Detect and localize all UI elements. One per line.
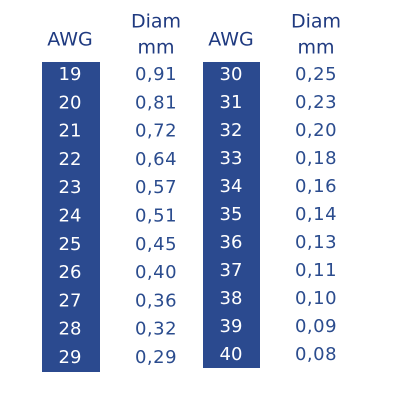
awg-cell: 40 <box>220 344 243 365</box>
awg-cell: 30 <box>220 64 243 85</box>
diam-cell: 0,72 <box>135 121 177 142</box>
diam-cell: 0,23 <box>295 92 337 113</box>
diam-header: Diam <box>131 11 181 33</box>
awg-cell: 20 <box>59 92 82 113</box>
diam-cell: 0,25 <box>295 64 337 85</box>
awg-cell: 24 <box>59 206 82 227</box>
awg-cell: 23 <box>59 177 82 198</box>
diam-cell: 0,91 <box>135 64 177 85</box>
diam-cell: 0,81 <box>135 92 177 113</box>
awg-cell: 19 <box>59 64 82 85</box>
diam-header: Diam <box>291 11 341 33</box>
awg-cell: 22 <box>59 149 82 170</box>
diam-cell: 0,10 <box>295 288 337 309</box>
diam-cell: 0,18 <box>295 148 337 169</box>
awg-column-bg <box>42 62 100 372</box>
diam-cell: 0,40 <box>135 262 177 283</box>
diam-cell: 0,11 <box>295 260 337 281</box>
awg-cell: 26 <box>59 262 82 283</box>
diam-cell: 0,20 <box>295 120 337 141</box>
awg-cell: 28 <box>59 319 82 340</box>
diam-cell: 0,32 <box>135 319 177 340</box>
awg-cell: 32 <box>220 120 243 141</box>
diam-cell: 0,51 <box>135 206 177 227</box>
awg-cell: 34 <box>220 176 243 197</box>
awg-cell: 35 <box>220 204 243 225</box>
awg-cell: 33 <box>220 148 243 169</box>
awg-cell: 39 <box>220 316 243 337</box>
diam-cell: 0,45 <box>135 234 177 255</box>
awg-cell: 36 <box>220 232 243 253</box>
diam-cell: 0,36 <box>135 290 177 311</box>
awg-cell: 38 <box>220 288 243 309</box>
diam-cell: 0,13 <box>295 232 337 253</box>
awg-cell: 27 <box>59 290 82 311</box>
awg-header: AWG <box>208 29 253 51</box>
diam-cell: 0,29 <box>135 347 177 368</box>
awg-cell: 29 <box>59 347 82 368</box>
diam-cell: 0,09 <box>295 316 337 337</box>
awg-cell: 37 <box>220 260 243 281</box>
awg-cell: 25 <box>59 234 82 255</box>
diam-cell: 0,57 <box>135 177 177 198</box>
diam-cell: 0,16 <box>295 176 337 197</box>
diam-header: mm <box>297 37 334 59</box>
diam-cell: 0,08 <box>295 344 337 365</box>
diam-cell: 0,14 <box>295 204 337 225</box>
awg-header: AWG <box>47 29 92 51</box>
awg-cell: 31 <box>220 92 243 113</box>
awg-column-bg <box>203 62 260 368</box>
diam-header: mm <box>137 37 174 59</box>
diam-cell: 0,64 <box>135 149 177 170</box>
awg-cell: 21 <box>59 121 82 142</box>
